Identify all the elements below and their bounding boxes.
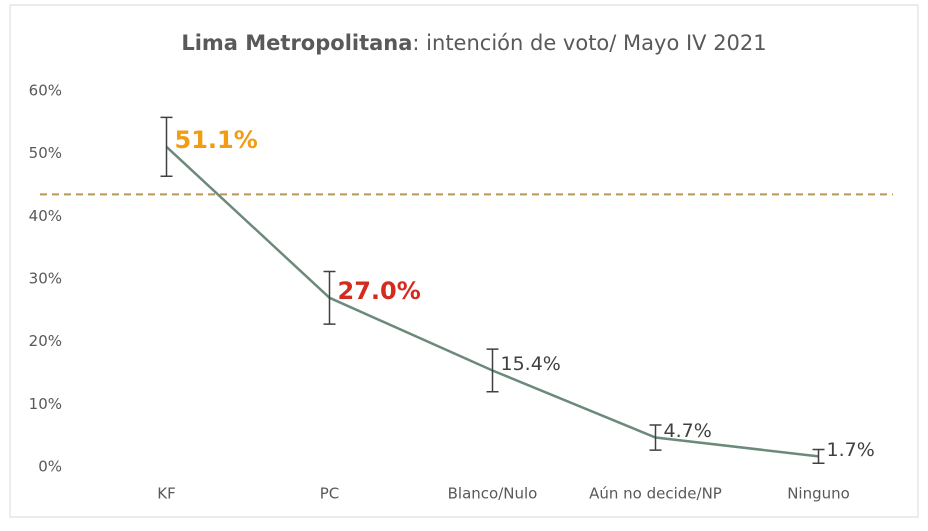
x-tick-label: Ninguno <box>787 485 850 503</box>
chart-frame <box>9 4 919 518</box>
x-tick-label: PC <box>320 485 340 503</box>
data-label: 4.7% <box>664 420 712 442</box>
x-tick-label: KF <box>157 485 175 503</box>
error-bar <box>649 424 662 451</box>
error-bar <box>323 270 336 325</box>
x-tick-label: Blanco/Nulo <box>448 485 538 503</box>
chart-title: Lima Metropolitana: intención de voto/ M… <box>181 31 766 55</box>
error-bar <box>486 348 499 393</box>
data-label: 27.0% <box>338 277 421 305</box>
data-label: 15.4% <box>501 353 561 375</box>
data-label: 1.7% <box>827 439 875 461</box>
error-bar <box>812 448 825 464</box>
y-tick-label: 0% <box>38 458 62 476</box>
data-label: 51.1% <box>175 126 258 154</box>
y-tick-label: 10% <box>29 395 62 413</box>
title-bold: Lima Metropolitana <box>181 31 412 55</box>
y-tick-label: 60% <box>29 82 62 100</box>
y-tick-label: 40% <box>29 207 62 225</box>
y-tick-label: 30% <box>29 270 62 288</box>
title-rest: : intención de voto/ Mayo IV 2021 <box>412 31 766 55</box>
error-bar <box>160 116 173 177</box>
y-tick-label: 20% <box>29 332 62 350</box>
y-tick-label: 50% <box>29 144 62 162</box>
x-tick-label: Aún no decide/NP <box>589 485 722 503</box>
